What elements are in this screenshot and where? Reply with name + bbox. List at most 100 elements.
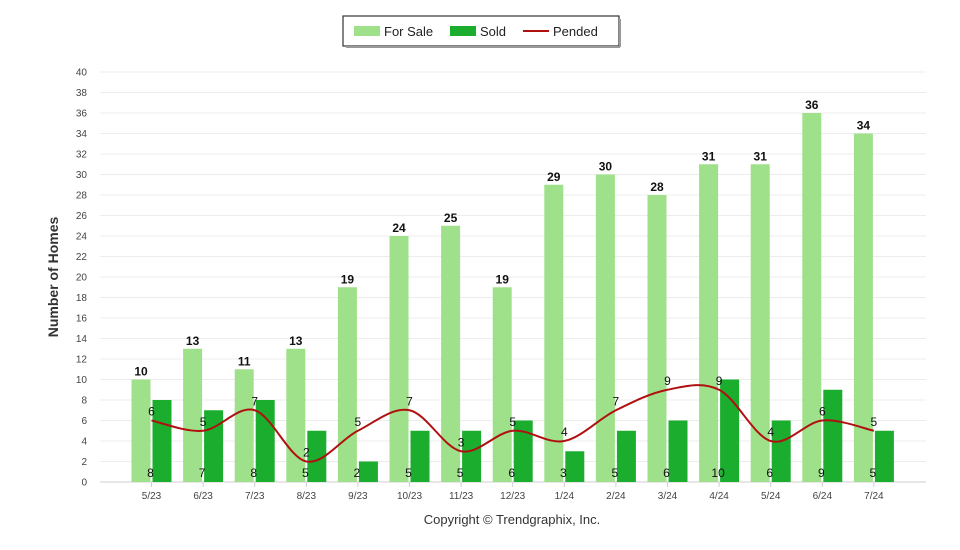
for-sale-value-label: 19 [341,272,355,286]
sold-value-label: 8 [250,466,257,480]
pended-value-label: 5 [509,415,516,429]
for-sale-bar [441,225,461,482]
y-tick-label: 0 [81,478,87,489]
sold-bar [152,400,172,482]
x-tick-label: 9/23 [348,491,368,502]
pended-value-label: 9 [664,374,671,388]
x-tick-label: 7/23 [245,491,265,502]
sold-bars [152,379,894,482]
x-tick-label: 6/24 [813,491,833,502]
for-sale-bar [183,348,203,482]
for-sale-value-label: 28 [650,180,664,194]
x-tick-label: 10/23 [397,491,422,502]
legend-label-sold: Sold [480,24,506,39]
pended-value-label: 4 [767,425,774,439]
sold-bar [616,430,636,482]
sold-bar [358,461,378,482]
y-tick-label: 8 [81,396,87,407]
y-tick-label: 12 [76,355,88,366]
y-tick-label: 30 [76,170,88,181]
sold-bar [874,430,894,482]
x-tick-label: 6/23 [193,491,213,502]
for-sale-bar [595,174,615,482]
sold-value-label: 3 [560,466,567,480]
sold-bar [720,379,740,482]
for-sale-value-label: 24 [392,221,406,235]
pended-value-label: 7 [251,394,258,408]
x-tick-label: 3/24 [658,491,678,502]
sold-bar [410,430,430,482]
y-tick-label: 14 [76,334,88,345]
sold-value-label: 2 [354,466,361,480]
for-sale-value-label: 34 [857,119,871,133]
pended-value-label: 2 [303,446,310,460]
y-tick-label: 38 [76,88,88,99]
x-axis: 5/23 6/23 7/23 8/23 9/23 10/23 11/23 12/23 1/24 2… [142,482,884,502]
for-sale-value-label: 13 [289,334,303,348]
y-tick-label: 10 [76,375,88,386]
pended-value-label: 3 [458,435,465,449]
sold-value-label: 5 [405,466,412,480]
legend-label-for-sale: For Sale [384,24,433,39]
sold-bar [255,400,275,482]
for-sale-value-label: 19 [496,272,510,286]
for-sale-value-label: 31 [754,149,768,163]
for-sale-value-label: 29 [547,170,561,184]
y-axis-title: Number of Homes [45,217,61,338]
sold-value-label: 10 [711,466,725,480]
for-sale-value-label: 31 [702,149,716,163]
for-sale-bar [337,287,357,482]
y-tick-label: 4 [81,437,87,448]
sold-bar [823,389,843,482]
sold-value-label: 6 [508,466,515,480]
for-sale-bar [802,113,822,482]
pended-value-label: 5 [871,415,878,429]
x-tick-label: 8/23 [297,491,317,502]
sold-value-label: 5 [302,466,309,480]
sold-value-label: 8 [147,466,154,480]
for-sale-bar [389,236,409,482]
y-tick-label: 32 [76,150,88,161]
y-tick-label: 24 [76,232,88,243]
x-tick-label: 7/24 [864,491,884,502]
pended-value-label: 5 [355,415,362,429]
x-tick-label: 12/23 [500,491,525,502]
sold-value-label: 6 [766,466,773,480]
sold-value-label: 6 [663,466,670,480]
pended-line [151,384,875,463]
sold-value-label: 5 [457,466,464,480]
for-sale-bar [492,287,512,482]
legend-swatch-sold [450,26,476,36]
sold-value-label: 7 [199,466,206,480]
y-tick-label: 2 [81,457,87,468]
sold-value-label: 9 [818,466,825,480]
y-tick-label: 20 [76,273,88,284]
sold-value-label: 5 [612,466,619,480]
y-tick-label: 18 [76,293,88,304]
sold-value-label: 5 [870,466,877,480]
legend: For Sale Sold Pended [342,15,621,48]
x-tick-label: 5/23 [142,491,162,502]
pended-value-label: 4 [561,425,568,439]
pended-value-label: 5 [200,415,207,429]
x-tick-label: 1/24 [555,491,575,502]
sold-bar [513,420,533,482]
x-tick-label: 2/24 [606,491,626,502]
for-sale-bar [647,195,667,482]
for-sale-value-label: 13 [186,334,200,348]
for-sale-value-label: 36 [805,98,819,112]
for-sale-value-label: 25 [444,211,458,225]
for-sale-value-label: 11 [238,354,251,368]
for-sale-bar [750,164,770,482]
for-sale-bars [131,113,873,482]
y-tick-label: 16 [76,314,88,325]
sold-bar [668,420,688,482]
legend-label-pended: Pended [553,24,598,39]
sold-bar [204,410,224,482]
x-tick-label: 4/24 [709,491,729,502]
for-sale-bar [131,379,151,482]
for-sale-bar [853,133,873,482]
y-tick-label: 28 [76,191,88,202]
